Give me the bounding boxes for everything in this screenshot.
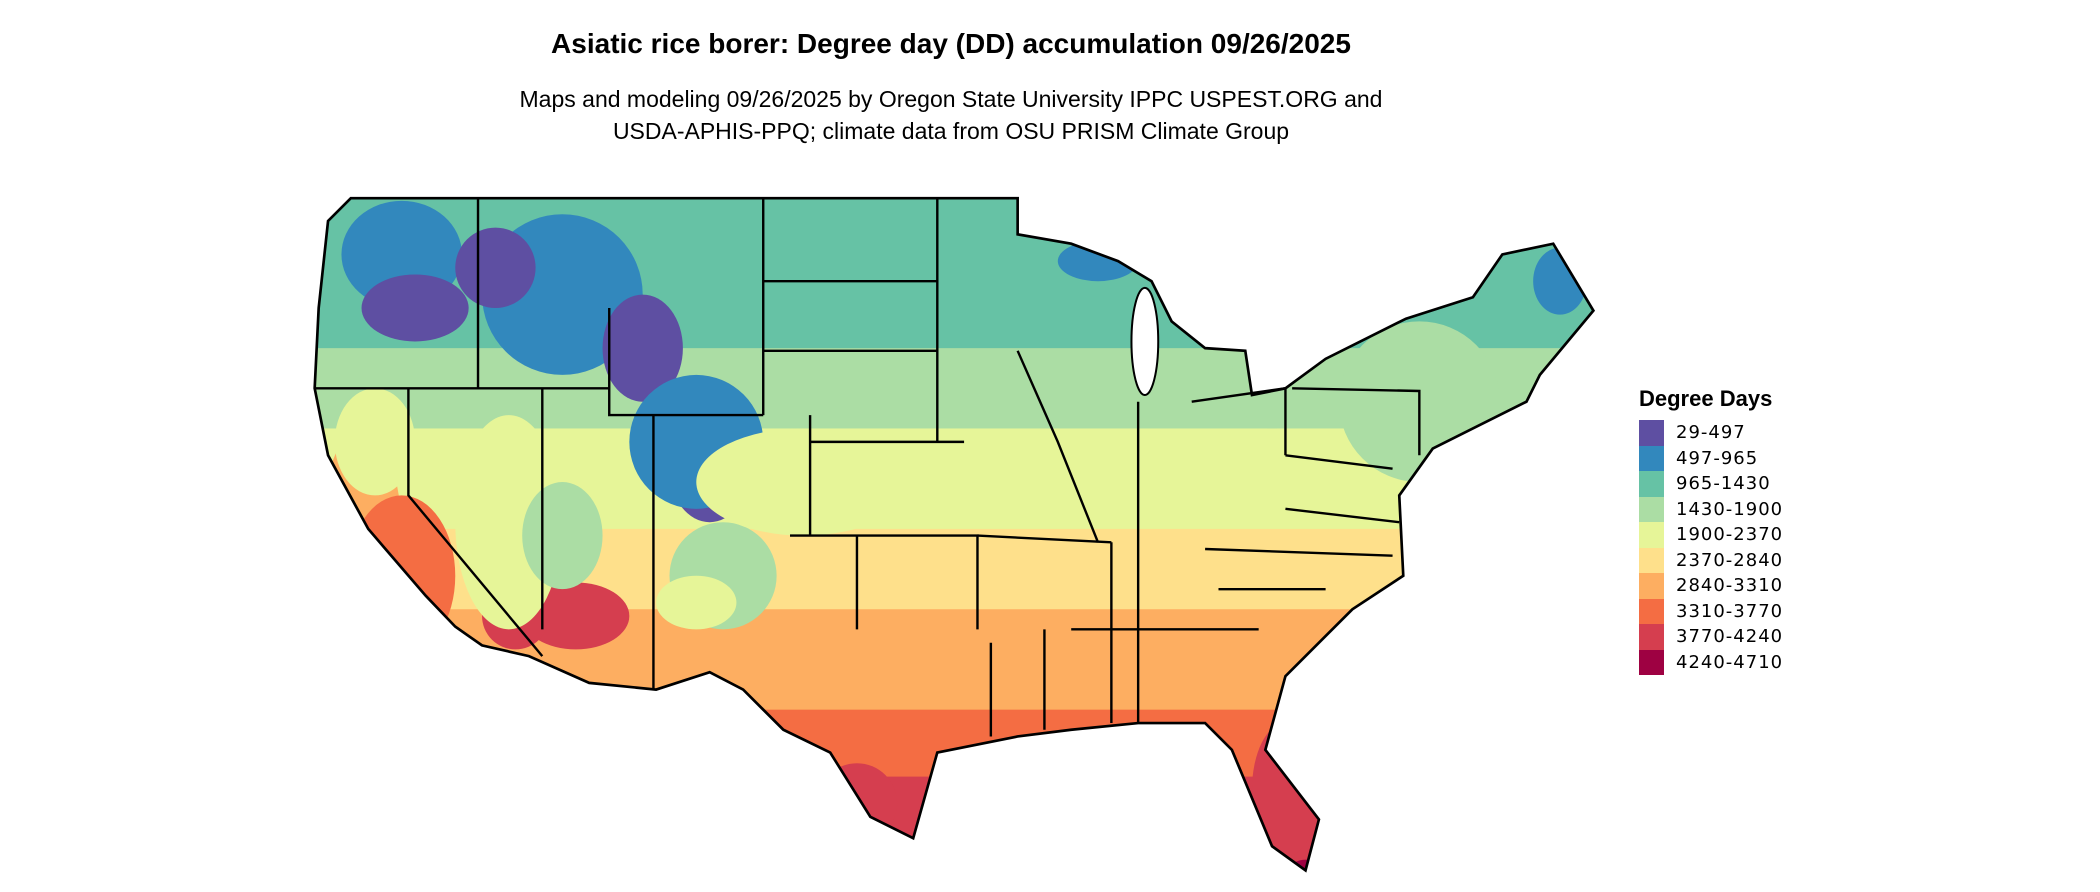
temperature-zone [455, 415, 563, 630]
legend-label: 2840-3310 [1676, 575, 1784, 597]
legend-item: 2370-2840 [1639, 547, 1784, 573]
state-border [608, 307, 764, 417]
legend-swatch [1639, 496, 1664, 522]
legend-label: 497-965 [1676, 447, 1759, 469]
subtitle-line-1: Maps and modeling 09/26/2025 by Oregon S… [519, 86, 1383, 112]
legend-swatch [1639, 624, 1664, 650]
state-border [1191, 386, 1287, 456]
temperature-zone [1057, 241, 1139, 282]
us-outline [313, 196, 1596, 873]
state-border [977, 534, 1112, 544]
legend-label: 29-497 [1676, 422, 1746, 444]
legend-item: 1430-1900 [1639, 496, 1784, 522]
legend-label: 1900-2370 [1676, 524, 1784, 546]
temperature-zone [522, 482, 603, 590]
temperature-zone [1533, 247, 1587, 315]
legend-item: 29-497 [1639, 420, 1783, 446]
temperature-zone [522, 582, 630, 650]
legend-swatch [1639, 573, 1664, 599]
legend-swatch [1639, 522, 1664, 548]
legend: Degree Days 29-497 497-965 965-1430 1430-19… [1639, 386, 1783, 675]
lake-michigan [1130, 286, 1160, 397]
legend-label: 3310-3770 [1676, 600, 1784, 622]
legend-item: 965-1430 [1639, 471, 1783, 497]
legend-item: 4240-4710 [1639, 649, 1784, 675]
state-border [1285, 507, 1400, 524]
legend-swatch [1639, 420, 1664, 446]
band [314, 776, 1594, 871]
temperature-zone [361, 274, 469, 342]
temperature-zone [1251, 723, 1319, 857]
legend-swatch [1639, 547, 1664, 573]
degree-day-raster [314, 198, 1594, 871]
map-title: Asiatic rice borer: Degree day (DD) accu… [551, 28, 1351, 59]
temperature-zone [455, 227, 536, 308]
legend-title: Degree Days [1639, 386, 1773, 411]
legend-item: 3310-3770 [1639, 598, 1784, 624]
temperature-zone [696, 428, 911, 536]
legend-item: 1900-2370 [1639, 522, 1783, 548]
temperature-zone [602, 294, 683, 402]
state-border [1292, 387, 1421, 456]
state-border [1285, 454, 1393, 470]
temperature-zone [1231, 321, 1313, 429]
temperature-zone [334, 388, 416, 496]
legend-label: 2370-2840 [1676, 549, 1784, 571]
legend-item: 497-965 [1639, 445, 1783, 471]
legend-label: 4240-4710 [1676, 651, 1784, 673]
legend-swatch [1639, 445, 1664, 471]
temperature-zone [816, 763, 898, 844]
legend-swatch [1639, 598, 1664, 624]
subtitle-line-2: USDA-APHIS-PPQ; climate data from OSU PR… [612, 118, 1290, 144]
state-borders [314, 198, 1421, 737]
temperature-zone [656, 575, 737, 630]
band [314, 709, 1594, 791]
legend-label: 965-1430 [1676, 473, 1771, 495]
legend-label: 1430-1900 [1676, 498, 1784, 520]
legend-item: 2840-3310 [1639, 573, 1783, 599]
state-border [407, 388, 544, 657]
legend-item: 3770-4240 [1639, 624, 1783, 650]
legend-swatch [1639, 649, 1664, 675]
legend-label: 3770-4240 [1676, 626, 1784, 648]
state-border [1016, 350, 1100, 543]
state-border [1205, 547, 1393, 557]
legend-swatch [1639, 471, 1664, 497]
